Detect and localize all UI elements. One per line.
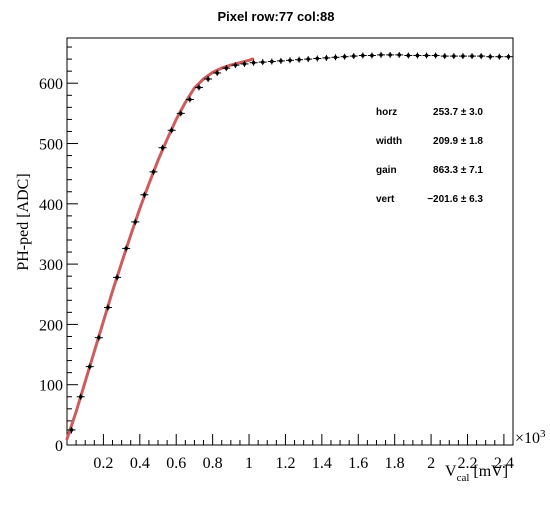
data-point bbox=[185, 96, 194, 103]
data-point bbox=[449, 53, 458, 60]
data-point bbox=[386, 51, 395, 58]
fit-param-value: −201.6 ± 6.3 bbox=[427, 194, 483, 205]
data-point bbox=[367, 52, 376, 59]
y-tick-label: 500 bbox=[39, 137, 63, 154]
data-point bbox=[122, 245, 131, 252]
y-tick-label: 400 bbox=[39, 197, 63, 214]
data-point bbox=[395, 51, 404, 58]
data-point bbox=[322, 54, 331, 61]
data-point bbox=[85, 363, 94, 370]
data-point bbox=[358, 52, 367, 59]
data-point bbox=[176, 110, 185, 117]
data-point bbox=[158, 144, 167, 151]
data-point bbox=[249, 59, 258, 66]
x-tick-label: 1 bbox=[245, 455, 253, 472]
data-point bbox=[67, 426, 76, 433]
data-point bbox=[240, 60, 249, 67]
x-tick-label: 1.4 bbox=[312, 455, 332, 472]
data-point bbox=[149, 168, 158, 175]
x-axis-label: Vcal [mV] bbox=[445, 463, 508, 484]
data-point bbox=[440, 53, 449, 60]
data-point bbox=[267, 58, 276, 65]
data-point bbox=[404, 52, 413, 59]
x-tick-label: 0.2 bbox=[93, 455, 113, 472]
data-point bbox=[103, 304, 112, 311]
data-point bbox=[286, 57, 294, 64]
data-point bbox=[413, 52, 422, 59]
y-tick-label: 300 bbox=[39, 257, 63, 274]
data-point bbox=[231, 62, 240, 69]
data-point bbox=[276, 57, 285, 64]
data-point bbox=[258, 59, 267, 66]
data-point bbox=[304, 56, 313, 63]
data-point bbox=[431, 52, 440, 59]
data-point bbox=[486, 53, 495, 60]
fit-curve bbox=[65, 57, 255, 441]
data-point bbox=[222, 65, 231, 72]
data-point bbox=[204, 76, 213, 83]
x-tick-label: 2.4 bbox=[494, 455, 514, 472]
fit-param-value: 253.7 ± 3.0 bbox=[433, 107, 483, 118]
data-point bbox=[94, 334, 103, 341]
data-point bbox=[113, 274, 122, 281]
data-point bbox=[340, 53, 349, 60]
fit-param-name: horz bbox=[376, 107, 397, 118]
y-tick-label: 0 bbox=[55, 438, 63, 455]
x-tick-label: 0.8 bbox=[203, 455, 223, 472]
data-point bbox=[295, 56, 304, 63]
fit-param-name: width bbox=[375, 136, 402, 147]
data-point bbox=[131, 218, 140, 225]
x-tick-label: 1.2 bbox=[275, 455, 295, 472]
fit-param-name: gain bbox=[376, 165, 397, 176]
data-point bbox=[458, 53, 467, 60]
y-tick-label: 600 bbox=[39, 76, 63, 93]
data-point bbox=[76, 393, 85, 400]
y-tick-label: 200 bbox=[39, 317, 63, 334]
x-multiplier-label: ×103 bbox=[515, 428, 546, 447]
x-tick-label: 2.2 bbox=[457, 455, 477, 472]
x-tick-label: 0.6 bbox=[166, 455, 186, 472]
data-point bbox=[313, 55, 322, 62]
data-point bbox=[495, 53, 504, 60]
data-point bbox=[331, 54, 340, 61]
data-point bbox=[477, 53, 486, 60]
x-tick-label: 2 bbox=[427, 455, 435, 472]
data-point bbox=[349, 53, 358, 60]
x-tick-label: 0.4 bbox=[130, 455, 150, 472]
y-tick-label: 100 bbox=[39, 378, 63, 395]
chart-title: Pixel row:77 col:88 bbox=[217, 9, 334, 24]
y-axis-label: PH-ped [ADC] bbox=[15, 173, 32, 270]
data-point bbox=[213, 69, 222, 76]
data-point bbox=[167, 127, 176, 134]
x-tick-label: 1.8 bbox=[385, 455, 405, 472]
x-tick-label: 1.6 bbox=[348, 455, 368, 472]
data-point bbox=[504, 53, 513, 60]
fit-param-value: 863.3 ± 7.1 bbox=[433, 165, 483, 176]
fit-param-value: 209.9 ± 1.8 bbox=[433, 136, 483, 147]
data-point bbox=[422, 52, 431, 59]
data-point bbox=[194, 84, 203, 91]
data-point bbox=[377, 51, 386, 58]
data-point bbox=[468, 53, 477, 60]
plot-frame bbox=[66, 37, 514, 446]
fit-param-name: vert bbox=[376, 194, 395, 205]
data-point bbox=[140, 191, 149, 198]
